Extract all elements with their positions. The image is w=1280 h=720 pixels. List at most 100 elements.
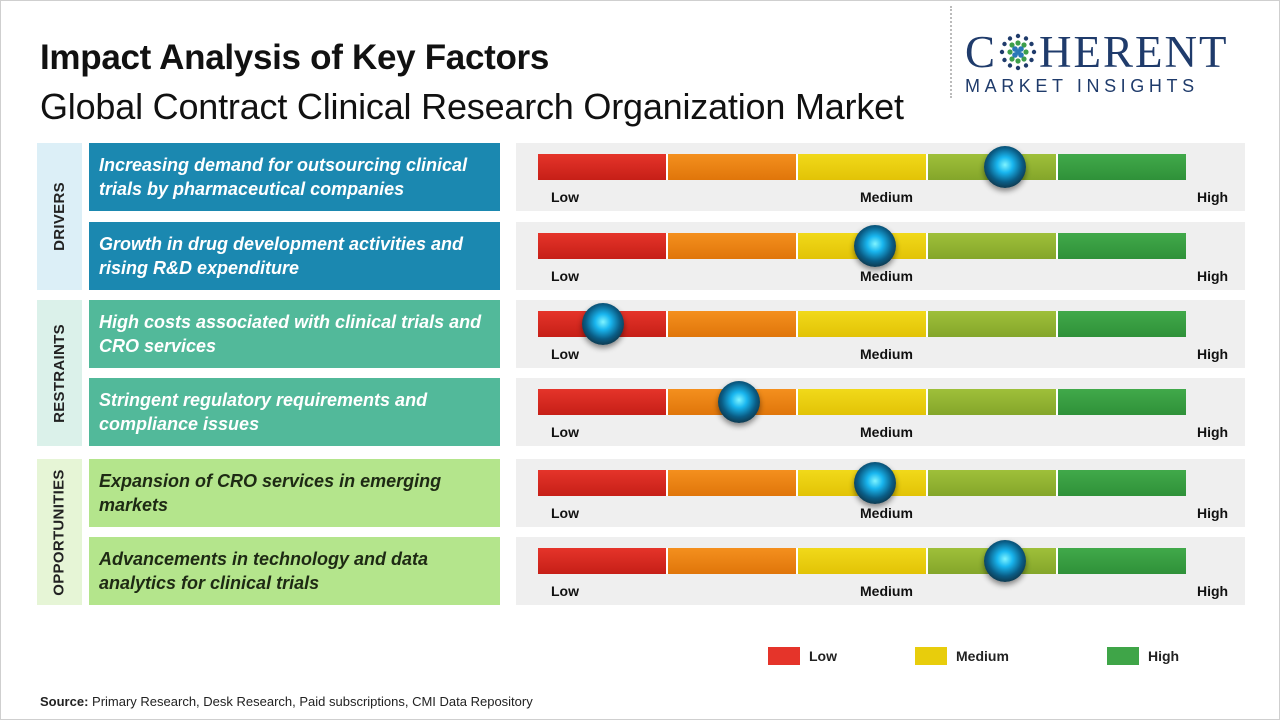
- scale-label-high: High: [1197, 346, 1229, 362]
- scale-label-medium: Medium: [860, 189, 913, 205]
- factor-text-line: CRO services: [99, 336, 217, 356]
- impact-gauge: Low Medium High: [516, 222, 1245, 290]
- legend-label-medium: Medium: [956, 648, 1009, 664]
- scale-label-high: High: [1197, 189, 1229, 205]
- scale-label-low: Low: [551, 346, 579, 362]
- category-label: OPPORTUNITIES: [51, 468, 69, 596]
- factor-text-line: analytics for clinical trials: [99, 573, 320, 593]
- legend-item-low: Low: [768, 647, 837, 665]
- impact-indicator-knob: [853, 225, 896, 267]
- scale-label-medium: Medium: [860, 268, 913, 284]
- scale-label-high: High: [1197, 424, 1229, 440]
- scale-segment-low: [538, 470, 668, 496]
- factor-box: Growth in drug development activities an…: [89, 222, 500, 290]
- factor-text-line: trials by pharmaceutical companies: [99, 179, 405, 199]
- factor-box: High costs associated with clinical tria…: [89, 300, 500, 368]
- category-restraints: RESTRAINTS: [37, 300, 82, 446]
- category-opportunities: OPPORTUNITIES: [37, 459, 82, 605]
- category-label: RESTRAINTS: [51, 323, 68, 423]
- legend-label-high: High: [1148, 648, 1180, 664]
- scale-segment-low-medium: [668, 154, 798, 180]
- factor-text-line: Increasing demand for outsourcing clinic…: [99, 155, 468, 175]
- scale-label-low: Low: [551, 268, 579, 284]
- logo-letters: HERENT: [1039, 27, 1229, 77]
- impact-gauge: Low Medium High: [516, 143, 1245, 211]
- scale-label-medium: Medium: [860, 583, 913, 599]
- factor-text-line: compliance issues: [99, 414, 260, 434]
- page-title: Impact Analysis of Key Factors: [40, 38, 550, 77]
- scale-segment-low-medium: [668, 548, 798, 574]
- scale-segment-low: [538, 233, 668, 259]
- impact-indicator-knob: [717, 381, 760, 423]
- source-note: Source: Primary Research, Desk Research,…: [40, 694, 533, 709]
- factor-text-line: markets: [99, 495, 169, 515]
- scale-segment-low: [538, 154, 668, 180]
- scale-segment-low-medium: [668, 470, 798, 496]
- scale-label-low: Low: [551, 189, 579, 205]
- legend-item-medium: Medium: [915, 647, 1009, 665]
- scale-segment-medium: [798, 311, 928, 337]
- legend-swatch-high: [1107, 647, 1139, 665]
- scale-label-high: High: [1197, 268, 1229, 284]
- scale-label-low: Low: [551, 583, 579, 599]
- scale-segment-medium: [798, 154, 928, 180]
- scale-segment-medium-high: [928, 470, 1058, 496]
- logo-divider: [950, 6, 952, 98]
- scale-segment-medium-high: [928, 233, 1058, 259]
- scale-segment-high: [1058, 154, 1186, 180]
- impact-gauge: Low Medium High: [516, 459, 1245, 527]
- globe-dots-icon: [999, 33, 1037, 71]
- logo-letter-c: C: [965, 27, 998, 77]
- page-subtitle: Global Contract Clinical Research Organi…: [40, 86, 904, 127]
- legend-swatch-medium: [915, 647, 947, 665]
- scale-segment-high: [1058, 233, 1186, 259]
- impact-indicator-knob: [983, 146, 1026, 188]
- scale-segment-high: [1058, 470, 1186, 496]
- category-label: DRIVERS: [51, 182, 68, 251]
- factor-text-line: Stringent regulatory requirements and: [99, 390, 428, 410]
- scale-segment-low: [538, 389, 668, 415]
- factor-text-line: rising R&D expenditure: [99, 258, 300, 278]
- factor-box: Stringent regulatory requirements and co…: [89, 378, 500, 446]
- factor-box: Increasing demand for outsourcing clinic…: [89, 143, 500, 211]
- scale-label-low: Low: [551, 505, 579, 521]
- scale-label-medium: Medium: [860, 346, 913, 362]
- scale-segment-high: [1058, 311, 1186, 337]
- scale-label-high: High: [1197, 583, 1229, 599]
- scale-segment-low: [538, 548, 668, 574]
- scale-segment-medium: [798, 389, 928, 415]
- legend-label-low: Low: [809, 648, 837, 664]
- impact-indicator-knob: [853, 462, 896, 504]
- factor-text-line: Growth in drug development activities an…: [99, 234, 464, 254]
- scale-segment-high: [1058, 389, 1186, 415]
- impact-indicator-knob: [581, 303, 624, 345]
- scale-segment-high: [1058, 548, 1186, 574]
- impact-gauge: Low Medium High: [516, 300, 1245, 368]
- legend-swatch-low: [768, 647, 800, 665]
- scale-label-low: Low: [551, 424, 579, 440]
- impact-indicator-knob: [983, 540, 1026, 582]
- factor-text-line: Advancements in technology and data: [99, 549, 429, 569]
- scale-segment-low-medium: [668, 233, 798, 259]
- scale-segment-low-medium: [668, 311, 798, 337]
- impact-scale-bar: [538, 548, 1186, 574]
- scale-label-high: High: [1197, 505, 1229, 521]
- scale-segment-medium: [798, 548, 928, 574]
- scale-label-medium: Medium: [860, 424, 913, 440]
- factor-box: Advancements in technology and data anal…: [89, 537, 500, 605]
- scale-segment-medium-high: [928, 389, 1058, 415]
- source-label: Source:: [40, 694, 89, 709]
- logo-tagline: MARKET INSIGHTS: [965, 76, 1199, 96]
- factor-box: Expansion of CRO services in emerging ma…: [89, 459, 500, 527]
- category-drivers: DRIVERS: [37, 143, 82, 290]
- factor-text-line: High costs associated with clinical tria…: [99, 312, 482, 332]
- scale-label-medium: Medium: [860, 505, 913, 521]
- scale-segment-medium-high: [928, 311, 1058, 337]
- source-text: Primary Research, Desk Research, Paid su…: [88, 694, 533, 709]
- impact-scale-bar: [538, 311, 1186, 337]
- impact-gauge: Low Medium High: [516, 378, 1245, 446]
- impact-scale-bar: [538, 154, 1186, 180]
- factor-text-line: Expansion of CRO services in emerging: [99, 471, 442, 491]
- impact-scale-bar: [538, 389, 1186, 415]
- logo-wordmark: C HERENT: [965, 28, 1265, 76]
